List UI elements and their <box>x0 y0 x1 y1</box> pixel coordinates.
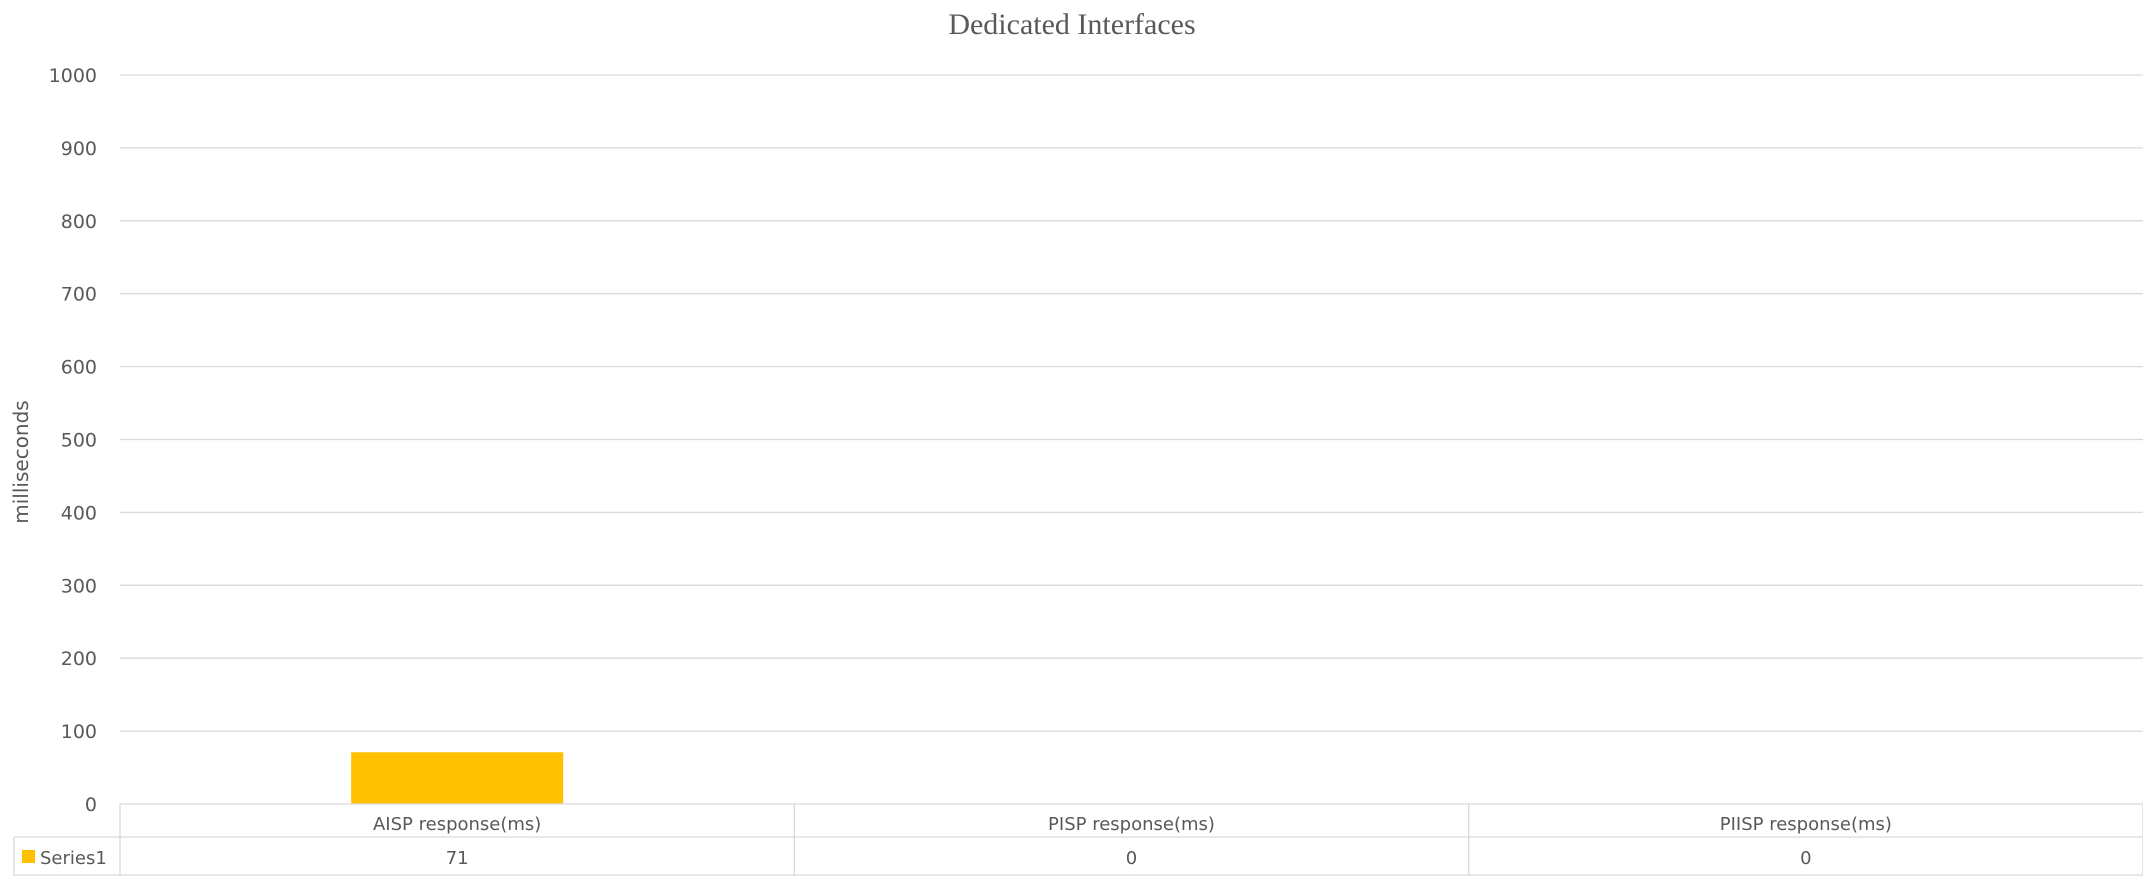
category-label: PISP response(ms) <box>1048 814 1215 835</box>
bar <box>351 752 564 804</box>
y-tick-label: 700 <box>61 284 97 306</box>
data-label: 71 <box>446 848 469 869</box>
y-tick-label: 0 <box>85 794 97 816</box>
bars <box>351 752 564 804</box>
y-axis-ticks: 0 100 200 300 400 500 600 700 800 900 1000 <box>49 65 97 816</box>
y-tick-label: 300 <box>61 575 97 597</box>
y-tick-label: 1000 <box>49 65 97 87</box>
y-tick-label: 200 <box>61 648 97 670</box>
y-tick-label: 600 <box>61 357 97 379</box>
chart-title: Dedicated Interfaces <box>948 8 1195 41</box>
legend-key <box>22 850 35 863</box>
y-tick-label: 800 <box>61 211 97 233</box>
y-tick-label: 400 <box>61 502 97 524</box>
series-label: Series1 <box>40 848 107 869</box>
y-tick-label: 500 <box>61 430 97 452</box>
y-axis-title: milliseconds <box>9 400 33 523</box>
y-tick-label: 100 <box>61 721 97 743</box>
data-label: 0 <box>1800 848 1811 869</box>
gridlines <box>120 74 2143 732</box>
category-label: PIISP response(ms) <box>1720 814 1892 835</box>
data-table: AISP response(ms) PISP response(ms) PIISP … <box>13 803 2143 876</box>
category-label: AISP response(ms) <box>373 814 541 835</box>
y-tick-label: 900 <box>61 138 97 160</box>
data-label: 0 <box>1126 848 1137 869</box>
